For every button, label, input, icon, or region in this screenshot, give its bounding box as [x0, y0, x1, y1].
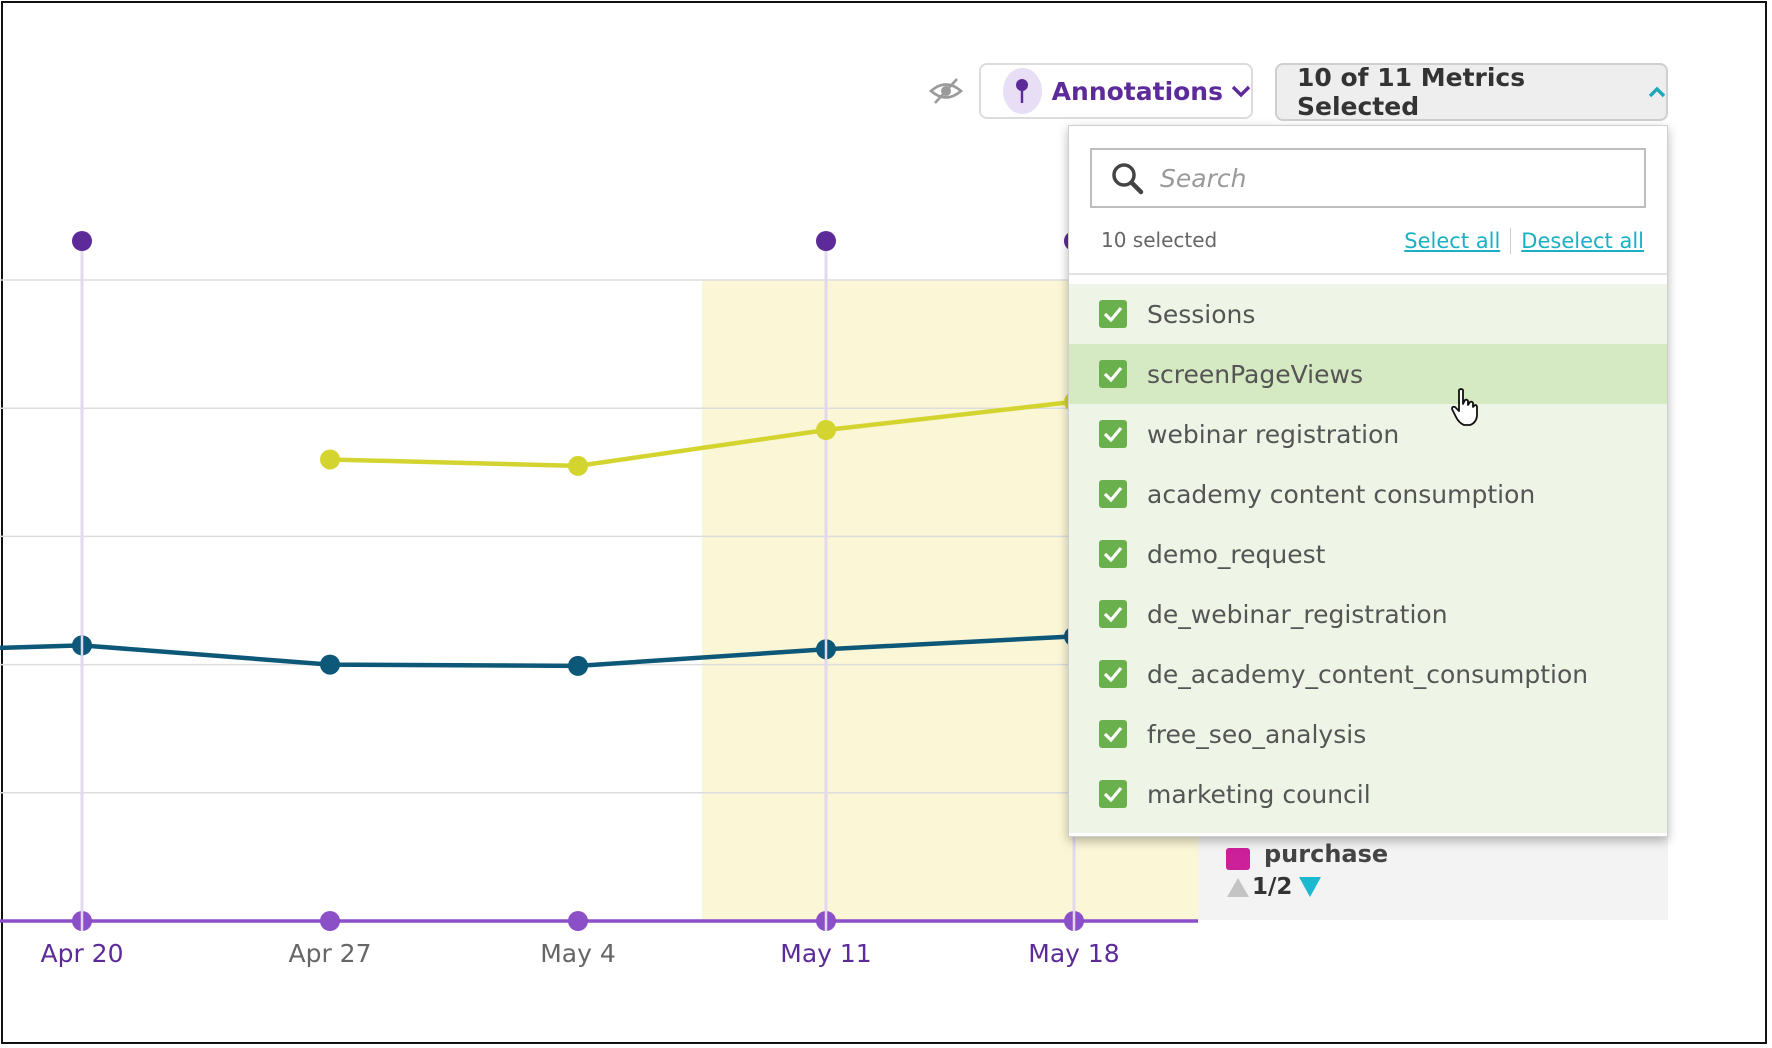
chevron-down-icon: [1231, 84, 1251, 98]
hand-cursor-icon: [1451, 388, 1478, 426]
metrics-selector-label: 10 of 11 Metrics Selected: [1297, 63, 1526, 121]
metric-item-label: webinar registration: [1147, 419, 1400, 449]
metric-item-de-webinar-registration[interactable]: de_webinar_registration: [1069, 584, 1667, 644]
checkbox-checked-icon[interactable]: [1099, 480, 1127, 508]
checkbox-checked-icon[interactable]: [1099, 420, 1127, 448]
data-point: [568, 911, 588, 931]
data-point: [568, 455, 588, 476]
chevron-up-icon: [1648, 86, 1666, 98]
search-icon: [1110, 161, 1144, 195]
series-line-1: [0, 634, 1075, 669]
data-point: [320, 911, 340, 931]
select-all-link[interactable]: Select all: [1404, 229, 1501, 253]
link-separator: [1510, 228, 1512, 254]
checkbox-checked-icon[interactable]: [1099, 600, 1127, 628]
metric-item-webinar-registration[interactable]: webinar registration: [1069, 404, 1667, 464]
hide-annotations-toggle[interactable]: [925, 73, 967, 109]
x-tick-label: May 11: [780, 939, 871, 968]
series-line-0: [329, 399, 1075, 469]
data-point: [320, 654, 340, 675]
metrics-selector-button[interactable]: 10 of 11 Metrics Selected: [1275, 63, 1668, 121]
pager-next-icon[interactable]: [1298, 876, 1322, 898]
checkbox-checked-icon[interactable]: [1099, 300, 1127, 328]
metric-item-screenpageviews[interactable]: screenPageViews: [1069, 344, 1667, 404]
x-tick-label: May 4: [540, 939, 616, 968]
search-input[interactable]: [1158, 162, 1622, 194]
annotation-marker: [816, 231, 836, 251]
legend-series-name: purchase: [1264, 840, 1389, 868]
metric-item-sessions[interactable]: Sessions: [1069, 284, 1667, 344]
metric-item-de-academy-content-consumption[interactable]: de_academy_content_consumption: [1069, 644, 1667, 704]
deselect-all-link[interactable]: Deselect all: [1521, 229, 1644, 253]
legend-swatch-purchase: [1226, 848, 1250, 870]
select-links: Select all Deselect all: [1404, 228, 1644, 254]
pin-icon: [1003, 68, 1042, 114]
checkbox-checked-icon[interactable]: [1099, 360, 1127, 388]
annotations-button[interactable]: Annotations: [979, 63, 1253, 119]
metric-item-label: academy content consumption: [1147, 479, 1536, 509]
metric-item-label: de_academy_content_consumption: [1147, 659, 1589, 689]
metric-item-academy-content-consumption[interactable]: academy content consumption: [1069, 464, 1667, 524]
metric-item-label: demo_request: [1147, 539, 1326, 569]
chart-legend: purchase 1/2: [1198, 836, 1668, 920]
divider: [1069, 273, 1667, 275]
metric-item-free-seo-analysis[interactable]: free_seo_analysis: [1069, 704, 1667, 764]
checkbox-checked-icon[interactable]: [1099, 720, 1127, 748]
annotations-label: Annotations: [1051, 76, 1223, 106]
pager-prev-icon[interactable]: [1226, 876, 1250, 898]
metric-item-demo-request[interactable]: demo_request: [1069, 524, 1667, 584]
data-point: [320, 449, 340, 470]
metrics-dropdown: 10 selected Select all Deselect all Sess…: [1068, 125, 1668, 837]
metric-item-label: de_webinar_registration: [1147, 599, 1448, 629]
legend-page-indicator: 1/2: [1252, 874, 1293, 900]
metric-item-label: Sessions: [1147, 299, 1256, 329]
search-box: [1090, 148, 1646, 208]
checkbox-checked-icon[interactable]: [1099, 540, 1127, 568]
eye-slash-icon: [929, 78, 963, 104]
metric-item-label: screenPageViews: [1147, 359, 1363, 389]
checkbox-checked-icon[interactable]: [1099, 660, 1127, 688]
legend-pager: 1/2: [1226, 874, 1322, 900]
metric-item-label: marketing council: [1147, 779, 1371, 809]
selected-count: 10 selected: [1101, 228, 1218, 252]
metric-item-label: free_seo_analysis: [1147, 719, 1367, 749]
data-point: [816, 419, 836, 440]
metrics-list: Sessions screenPageViews webinar registr…: [1069, 284, 1667, 833]
annotation-marker: [72, 231, 92, 251]
x-tick-label: Apr 20: [40, 939, 123, 968]
metric-item-marketing-council[interactable]: marketing council: [1069, 764, 1667, 824]
checkbox-checked-icon[interactable]: [1099, 780, 1127, 808]
data-point: [568, 655, 588, 676]
x-tick-label: May 18: [1028, 939, 1119, 968]
x-tick-label: Apr 27: [288, 939, 371, 968]
